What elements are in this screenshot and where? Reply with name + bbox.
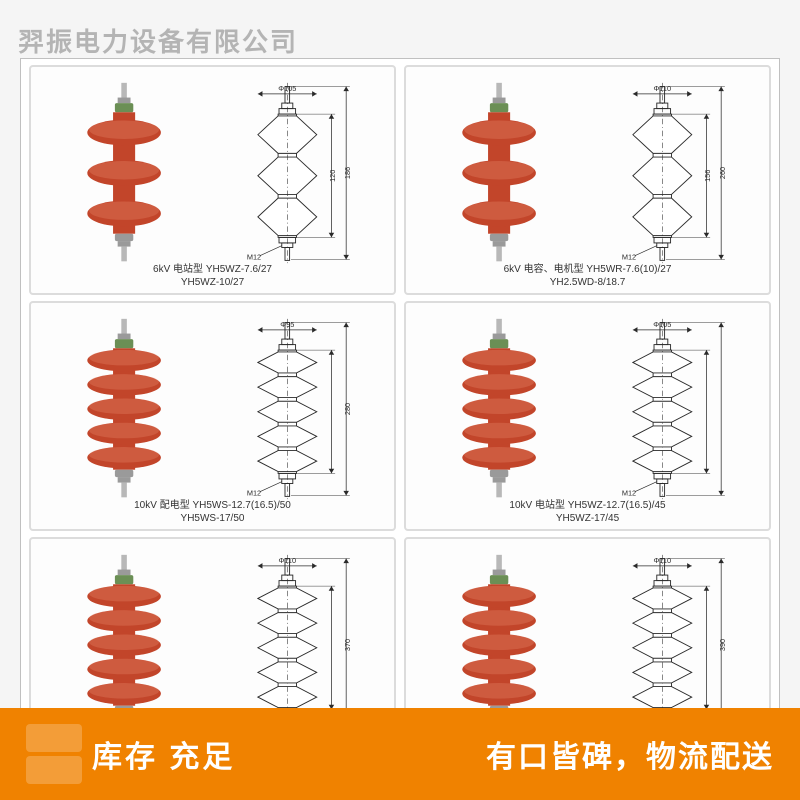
svg-text:Φ105: Φ105 [653, 320, 671, 329]
catalog-panel: Φ105 120 186 M12 6kV 电站型 YH5WZ-7.6/27 YH5WZ-… [20, 58, 780, 740]
footer-left-text: 库存 充足 [92, 732, 235, 776]
cell-caption: 6kV 电容、电机型 YH5WR-7.6(10)/27 YH2.5WD-8/18… [406, 264, 769, 289]
dimension-drawing: Φ95 280 M12 [223, 317, 379, 501]
svg-text:Φ110: Φ110 [654, 84, 672, 93]
svg-text:M12: M12 [247, 488, 261, 497]
svg-text:370: 370 [343, 639, 352, 651]
svg-text:280: 280 [343, 403, 352, 415]
svg-text:Φ105: Φ105 [278, 84, 296, 93]
arrester-photo [421, 317, 577, 501]
svg-text:M12: M12 [247, 252, 261, 261]
catalog-cell: Φ95 280 M12 10kV 配电型 YH5WS-12.7(16.5)/50 YH… [29, 301, 396, 531]
arrester-photo [46, 81, 202, 265]
dimension-drawing: Φ110 156 260 M12 [598, 81, 754, 265]
footer-bar: 库存 充足 有口皆碑，物流配送 [0, 708, 800, 800]
catalog-row: Φ105 120 186 M12 6kV 电站型 YH5WZ-7.6/27 YH5WZ-… [29, 65, 771, 295]
badge-stack [26, 724, 82, 784]
cell-caption: 6kV 电站型 YH5WZ-7.6/27 YH5WZ-10/27 [31, 264, 394, 289]
dimension-drawing: Φ105 120 186 M12 [223, 81, 379, 265]
svg-text:120: 120 [328, 170, 337, 182]
footer-right-text: 有口皆碑，物流配送 [486, 732, 774, 776]
company-watermark: 羿振电力设备有限公司 [18, 22, 298, 59]
svg-text:M12: M12 [622, 488, 636, 497]
cell-caption: 10kV 电站型 YH5WZ-12.7(16.5)/45 YH5WZ-17/45 [406, 500, 769, 525]
dimension-drawing: Φ105 M12 [598, 317, 754, 501]
svg-text:260: 260 [718, 167, 727, 179]
svg-text:186: 186 [343, 167, 352, 179]
arrester-photo [46, 317, 202, 501]
catalog-row: Φ95 280 M12 10kV 配电型 YH5WS-12.7(16.5)/50 YH… [29, 301, 771, 531]
catalog-cell: Φ110 156 260 M12 6kV 电容、电机型 YH5WR-7.6(10)/27… [404, 65, 771, 295]
svg-text:Φ110: Φ110 [279, 556, 297, 565]
catalog-cell: Φ105 120 186 M12 6kV 电站型 YH5WZ-7.6/27 YH5WZ-… [29, 65, 396, 295]
svg-text:156: 156 [703, 170, 712, 182]
svg-text:390: 390 [718, 639, 727, 651]
svg-text:M12: M12 [622, 252, 636, 261]
svg-text:Φ95: Φ95 [280, 320, 294, 329]
catalog-cell: Φ105 M12 10kV 电站型 YH5WZ-12.7(16.5)/45 YH5W… [404, 301, 771, 531]
svg-text:Φ110: Φ110 [654, 556, 672, 565]
cell-caption: 10kV 配电型 YH5WS-12.7(16.5)/50 YH5WS-17/50 [31, 500, 394, 525]
arrester-photo [421, 81, 577, 265]
